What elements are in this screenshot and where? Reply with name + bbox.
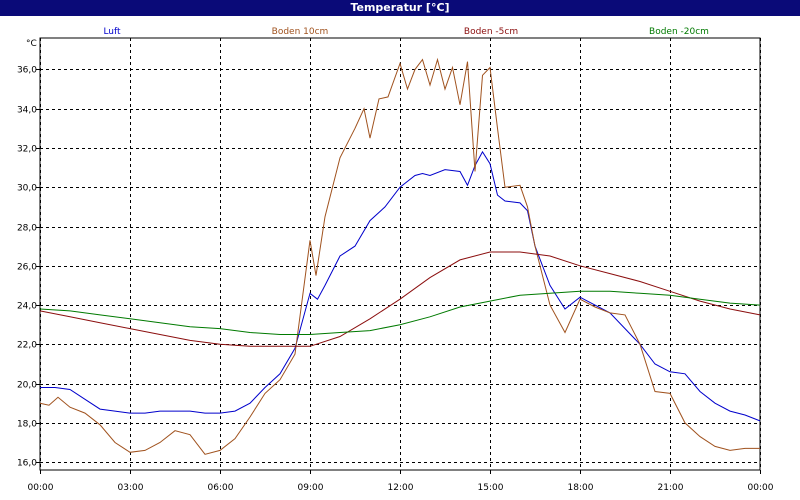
legend-entry: Boden -20cm [649,27,709,37]
y-tick-label: 28,0 [17,224,37,234]
series-line-boden-10cm [39,57,760,455]
y-tick-label: 32,0 [17,145,37,155]
y-tick-label: 34,0 [17,106,37,116]
legend-entry: Boden -5cm [464,27,518,37]
y-tick-label: 20,0 [17,381,37,391]
x-tick-time: 21:00 [658,483,684,493]
x-tick-time: 06:00 [208,483,234,493]
legend-entry: Luft [103,27,121,37]
y-tick-label: 30,0 [17,184,37,194]
chart-title: Temperatur [°C] [0,0,800,16]
series-line-boden-20cm [39,290,761,335]
y-tick-label: 18,0 [17,420,37,430]
legend: Luft Boden 10cm Boden -5cm Boden -20cm [103,27,709,37]
y-tick-label: 22,0 [17,341,37,351]
temperature-chart: Luft Boden 10cm Boden -5cm Boden -20cm 16,0… [17,27,774,493]
series-line-boden-5cm [39,251,761,347]
grid [36,37,761,474]
y-axis-labels: 16,0 18,0 20,0 22,0 24,0 26,0 28,0 30,0 32,0 34,0… [17,66,37,469]
legend-entry: Boden 10cm [272,27,329,37]
x-tick-time: 03:00 [118,483,144,493]
series-group [39,57,761,455]
y-axis-unit: °C [26,39,37,49]
y-tick-label: 26,0 [17,263,37,273]
x-tick-time: 00:00 [748,483,774,493]
x-tick-time: 09:00 [298,483,324,493]
x-tick-time: 15:00 [478,483,504,493]
x-axis-labels: 00:0016.08.2003:0016.08.2006:0016.08.200… [28,483,774,493]
x-tick-time: 00:00 [28,483,54,493]
y-tick-label: 24,0 [17,302,37,312]
series-line-luft [40,150,761,422]
y-tick-label: 36,0 [17,66,37,76]
x-tick-time: 12:00 [388,483,414,493]
x-tick-time: 18:00 [568,483,594,493]
y-tick-label: 16,0 [17,459,37,469]
